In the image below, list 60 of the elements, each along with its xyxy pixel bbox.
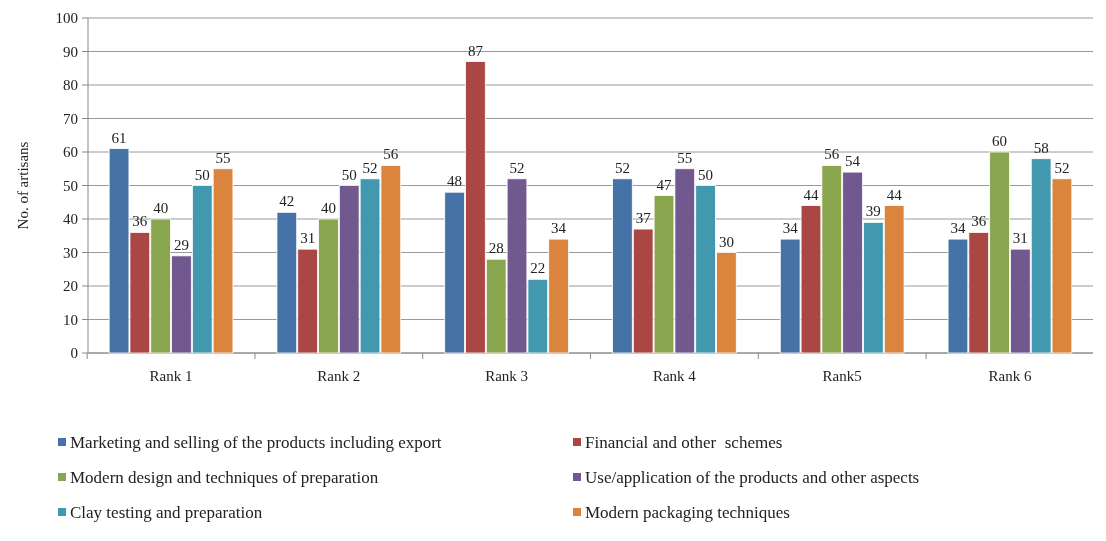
data-label: 47 [656,176,672,193]
data-label: 55 [215,149,231,166]
legend-label: Clay testing and preparation [70,503,263,522]
legend-label: Modern design and techniques of preparation [70,468,379,487]
y-tick-label: 10 [63,311,78,328]
legend-label: Financial and other schemes [585,433,783,452]
data-label: 31 [1012,230,1028,247]
data-label: 60 [992,133,1008,149]
data-label: 34 [950,220,966,237]
legend-label: Use/application of the products and other aspects [585,468,920,487]
data-label: 58 [1033,139,1049,156]
data-label: 52 [509,159,525,176]
y-tick-label: 50 [63,177,78,194]
x-tick-label: Rank 2 [317,368,361,384]
x-tick-label: Rank5 [822,368,862,384]
data-label: 22 [530,260,546,277]
data-label: 44 [886,186,903,203]
data-label: 48 [447,173,463,190]
x-tick-label: Rank 6 [988,368,1032,384]
data-label: 50 [698,166,714,183]
y-tick-label: 30 [63,244,78,261]
data-label: 34 [782,220,799,237]
data-label: 55 [677,149,693,166]
data-label: 61 [111,129,127,146]
data-label: 40 [320,200,336,216]
data-label: 36 [971,213,987,230]
data-label: 50 [341,166,357,183]
data-label: 52 [614,159,630,176]
data-label: 29 [173,236,189,253]
data-label: 39 [865,203,881,220]
data-label: 87 [467,42,484,59]
data-label: 34 [551,220,567,237]
data-label: 54 [845,153,861,170]
x-tick-label: Rank 3 [485,368,529,384]
y-tick-label: 100 [55,10,78,26]
y-axis-title: No. of artisans [15,141,31,230]
data-label: 52 [362,159,378,176]
data-label: 50 [194,166,210,183]
x-tick-label: Rank 1 [149,368,193,384]
data-label: 52 [1054,159,1070,176]
data-label: 40 [153,200,169,216]
y-tick-label: 0 [70,345,78,361]
data-label: 28 [488,240,504,257]
y-tick-label: 80 [63,77,78,93]
data-label: 56 [383,146,399,163]
y-tick-label: 60 [63,144,78,160]
y-tick-label: 40 [63,211,78,227]
legend-label: Modern packaging techniques [585,503,790,522]
data-label: 44 [803,186,819,203]
data-label: 31 [300,230,316,247]
data-label: 36 [132,213,148,230]
y-tick-label: 70 [63,110,78,127]
y-tick-label: 90 [63,43,78,60]
data-label: 30 [718,233,734,250]
data-label: 42 [279,193,295,210]
x-tick-label: Rank 4 [652,368,697,384]
legend-label: Marketing and selling of the products including export [70,433,442,452]
data-label: 56 [824,146,840,163]
y-tick-label: 20 [63,278,78,294]
data-label: 37 [635,210,652,227]
